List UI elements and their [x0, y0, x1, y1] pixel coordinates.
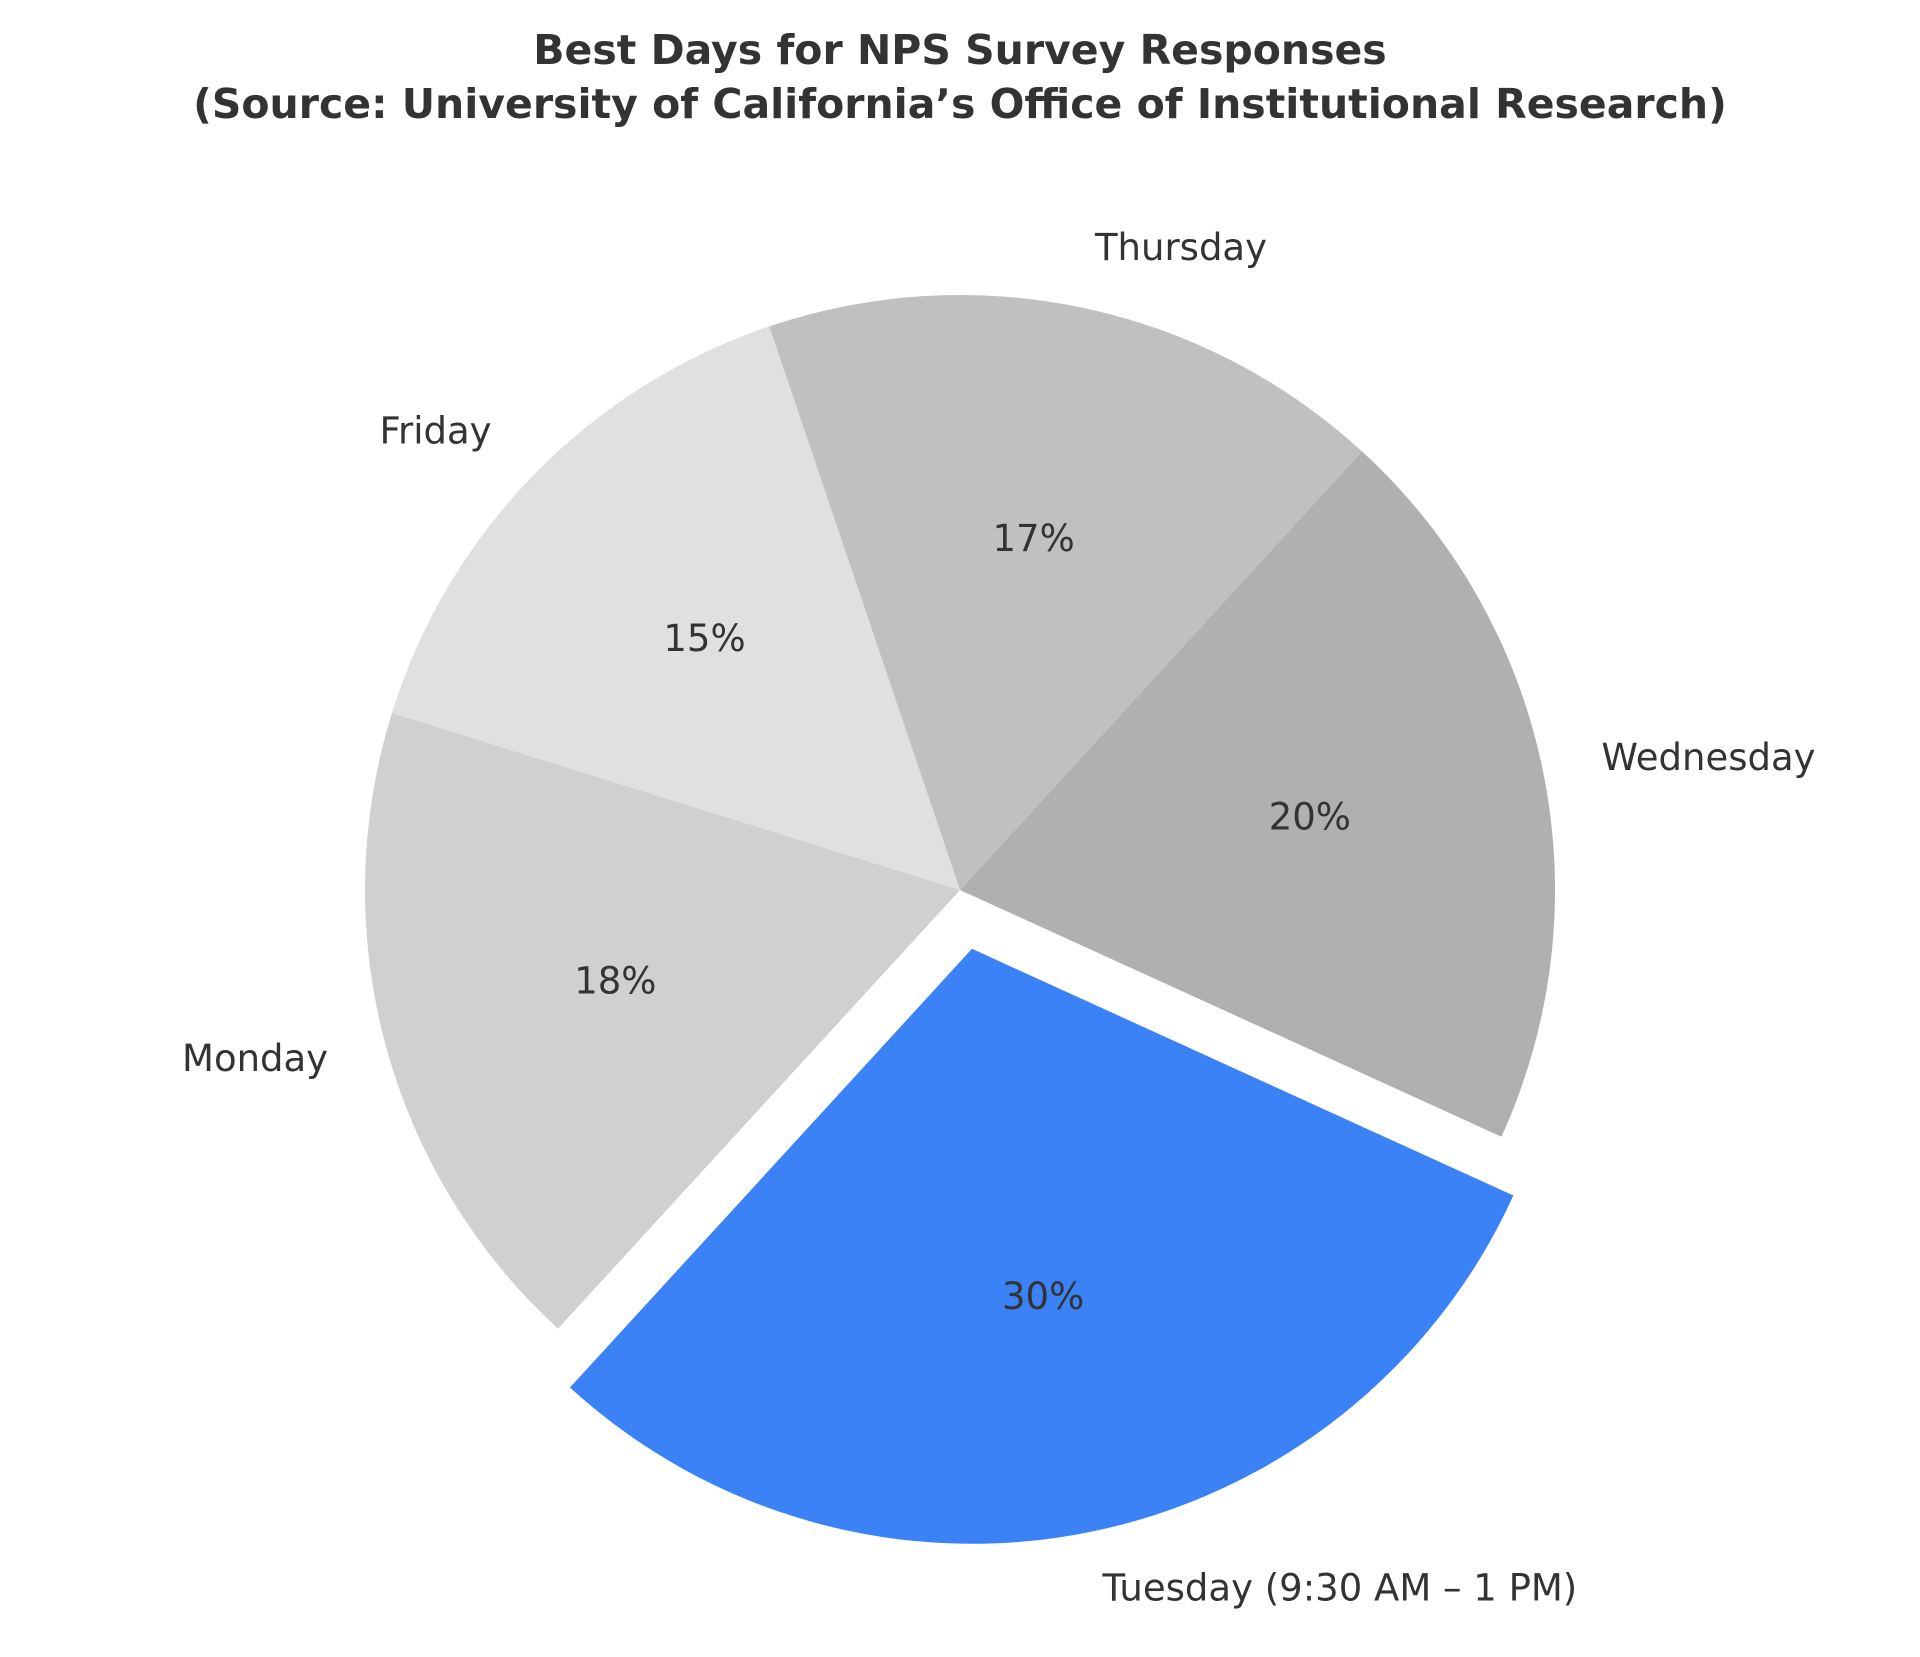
chart-title: Best Days for NPS Survey Responses	[533, 26, 1386, 74]
pct-label-wednesday: 20%	[1269, 795, 1351, 838]
slice-label-monday: Monday	[182, 1037, 328, 1080]
chart-subtitle: (Source: University of California’s Offi…	[193, 80, 1727, 128]
pie-slice-friday	[391, 326, 960, 890]
slice-label-thursday: Thursday	[1094, 226, 1267, 269]
pie-slice-monday	[364, 713, 960, 1329]
pct-label-tuesday-9-30-am-1-pm: 30%	[1002, 1275, 1084, 1318]
pie-slice-wednesday	[960, 451, 1555, 1137]
pct-label-thursday: 17%	[992, 517, 1074, 560]
slice-label-tuesday-9-30-am-1-pm: Tuesday (9:30 AM – 1 PM)	[1101, 1567, 1577, 1610]
pct-label-friday: 15%	[663, 617, 745, 660]
pie-slices	[364, 295, 1555, 1544]
slice-label-friday: Friday	[379, 409, 491, 452]
pie-slice-tuesday-9-30-am-1-pm	[569, 948, 1514, 1544]
slice-label-wednesday: Wednesday	[1601, 736, 1815, 779]
pie-labels: Tuesday (9:30 AM – 1 PM) 30% Wednesday 20% T…	[182, 226, 1816, 1610]
pct-label-monday: 18%	[574, 960, 656, 1003]
pie-slice-thursday	[769, 295, 1362, 890]
